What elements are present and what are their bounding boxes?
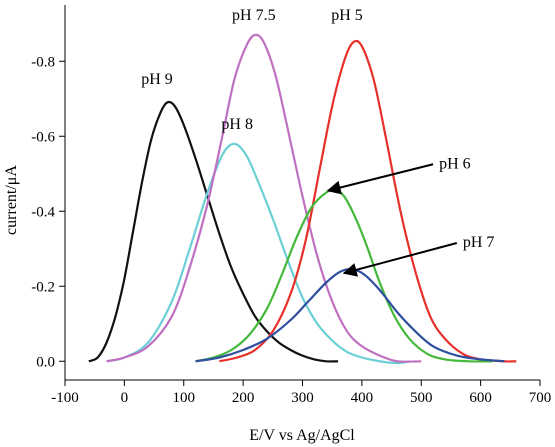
series-label-ph-6: pH 6 [439, 155, 471, 172]
x-tick-label: 400 [351, 390, 374, 406]
series-line-ph-7-5 [106, 33, 422, 363]
series-label-ph-7-5: pH 7.5 [232, 7, 276, 24]
series-line-ph-8 [106, 142, 410, 365]
x-tick-label: 200 [232, 390, 255, 406]
series-line-ph-5 [219, 39, 517, 363]
x-tick-label: 700 [529, 390, 552, 406]
series-line-ph-9 [88, 100, 339, 363]
y-tick-label: 0.0 [36, 354, 55, 370]
x-tick-label: 0 [121, 390, 129, 406]
x-tick-label: 300 [291, 390, 314, 406]
x-tick-label: 600 [469, 390, 492, 406]
x-axis-ticks: -100 0 100 200 300 400 500 600 700 [51, 380, 551, 406]
x-tick-label: 100 [173, 390, 196, 406]
y-axis-title: current/μA [3, 165, 20, 235]
y-tick-label: -0.4 [31, 204, 55, 220]
y-tick-label: -0.8 [31, 54, 55, 70]
series-line-ph-7 [195, 268, 505, 363]
annotation-arrow [326, 163, 434, 195]
y-axis-ticks: 0.0 -0.2 -0.4 -0.6 -0.8 [31, 54, 65, 370]
series-label-ph-7: pH 7 [463, 234, 495, 251]
x-axis-title: E/V vs Ag/AgCl [249, 427, 355, 444]
y-tick-label: -0.6 [31, 129, 55, 145]
series-label-ph-8: pH 8 [221, 116, 253, 133]
y-tick-label: -0.2 [31, 279, 55, 295]
x-tick-label: -100 [51, 390, 79, 406]
annotation-arrow [342, 242, 458, 277]
series-label-ph-9: pH 9 [141, 71, 173, 88]
series-line-ph-6 [195, 189, 493, 363]
annotations-group: pH 9 pH 7.5 pH 5 pH 8 pH 6 pH 7 [141, 7, 495, 277]
series-label-ph-5: pH 5 [331, 7, 363, 24]
x-tick-label: 500 [410, 390, 433, 406]
